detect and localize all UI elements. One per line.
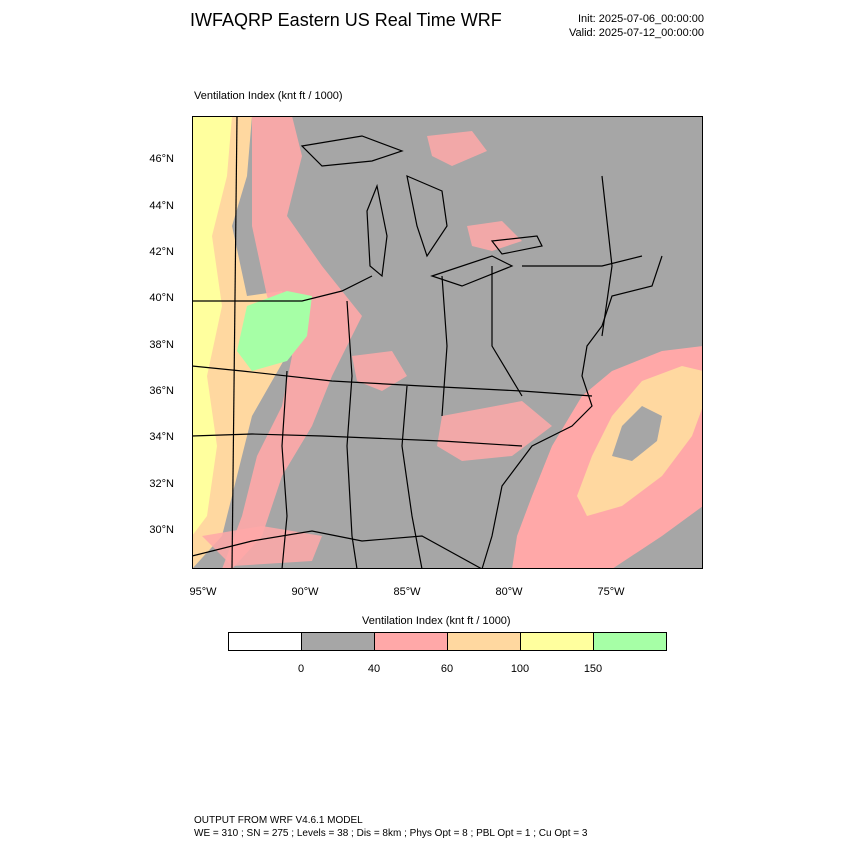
- colorbar-box-orange: [448, 633, 521, 650]
- colorbar-box-yellow: [521, 633, 594, 650]
- colorbar-label: Ventilation Index (knt ft / 1000): [362, 615, 511, 627]
- gulf-coastline: [192, 530, 483, 569]
- lat-label-40: 40°N: [149, 292, 174, 304]
- lat-label-30: 30°N: [149, 524, 174, 536]
- lon-label-95: 95°W: [189, 586, 217, 598]
- colorbar-box-grey: [302, 633, 375, 650]
- pink-patch-lake: [467, 221, 522, 251]
- lat-label-38: 38°N: [149, 339, 174, 351]
- lat-label-42: 42°N: [149, 246, 174, 258]
- colorbar-box-pink: [375, 633, 448, 650]
- colorbar-tick-0: 0: [297, 663, 305, 675]
- lat-label-44: 44°N: [149, 200, 174, 212]
- lat-label-32: 32°N: [149, 478, 174, 490]
- lon-label-75: 75°W: [597, 586, 625, 598]
- green-zone: [237, 291, 312, 371]
- colorbar-tick-60: 60: [440, 663, 454, 675]
- colorbar-box-green: [594, 633, 666, 650]
- lat-label-46: 46°N: [149, 153, 174, 165]
- lon-label-85: 85°W: [393, 586, 421, 598]
- pink-patch-ontario: [427, 131, 487, 166]
- map-frame: [192, 116, 703, 569]
- lat-label-34: 34°N: [149, 431, 174, 443]
- ventilation-index-map: [192, 116, 703, 569]
- init-time: Init: 2025-07-06_00:00:00: [578, 13, 704, 25]
- footer-run-options: WE = 310 ; SN = 275 ; Levels = 38 ; Dis …: [194, 828, 588, 839]
- footer-model-info: OUTPUT FROM WRF V4.6.1 MODEL: [194, 815, 363, 826]
- colorbar-tick-100: 100: [510, 663, 530, 675]
- great-lakes: [300, 135, 543, 287]
- lon-label-90: 90°W: [291, 586, 319, 598]
- field-label: Ventilation Index (knt ft / 1000): [194, 90, 343, 102]
- colorbar: [228, 632, 667, 651]
- lat-label-36: 36°N: [149, 385, 174, 397]
- pink-patch-ohio: [352, 351, 407, 391]
- colorbar-box-white: [229, 633, 302, 650]
- state-borders: [192, 116, 643, 569]
- lon-label-80: 80°W: [495, 586, 523, 598]
- west-yellow-zone: [192, 116, 232, 536]
- map-title: IWFAQRP Eastern US Real Time WRF: [190, 10, 502, 30]
- pink-patch-carolina: [437, 401, 552, 461]
- atlantic-grey-core: [612, 406, 662, 461]
- east-coastline: [481, 255, 663, 569]
- colorbar-tick-150: 150: [583, 663, 603, 675]
- valid-time: Valid: 2025-07-12_00:00:00: [569, 27, 704, 39]
- colorbar-tick-40: 40: [367, 663, 381, 675]
